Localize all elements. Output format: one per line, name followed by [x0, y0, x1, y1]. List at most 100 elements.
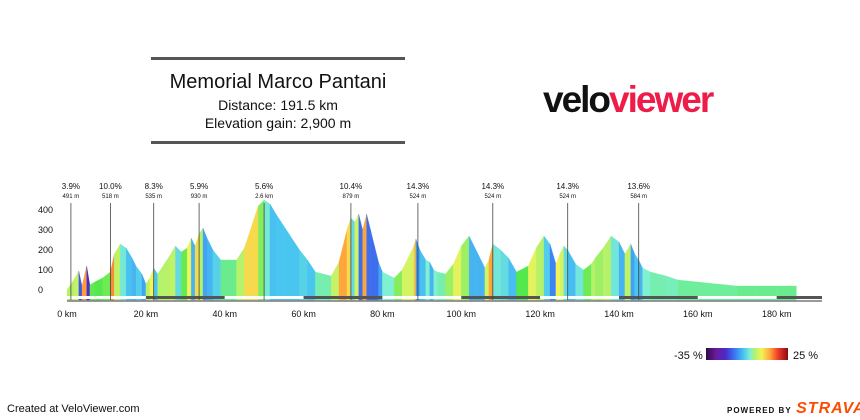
- km-scale-band: [619, 296, 698, 299]
- profile-segment: [78, 270, 83, 301]
- logo-velo-text: velo: [543, 79, 611, 120]
- powered-by-strava[interactable]: POWERED BY STRAVA: [727, 400, 860, 418]
- logo-viewer-text: viewer: [609, 79, 714, 120]
- profile-segment: [338, 245, 344, 301]
- y-tick-label: 0: [38, 285, 43, 295]
- profile-segment: [618, 241, 626, 301]
- profile-segment: [370, 229, 375, 301]
- profile-segment: [291, 237, 300, 301]
- profile-segment: [559, 245, 564, 301]
- profile-segment: [283, 225, 292, 301]
- x-tick-label: 20 km: [134, 309, 159, 319]
- profile-segment: [398, 269, 403, 301]
- veloviewer-logo[interactable]: veloviewer: [543, 79, 714, 120]
- profile-segment: [331, 261, 340, 301]
- profile-segment: [181, 247, 188, 301]
- profile-segment: [642, 267, 651, 301]
- profile-segment: [202, 227, 208, 301]
- climb-gradient-label: 13.6%: [627, 182, 650, 191]
- climb-elevation-label: 584 m: [630, 194, 647, 200]
- profile-segment: [258, 199, 265, 301]
- x-tick-label: 140 km: [604, 309, 634, 319]
- profile-segment: [212, 249, 221, 301]
- profile-segment: [74, 270, 79, 301]
- profile-segment: [194, 233, 200, 301]
- profile-segment: [595, 247, 604, 301]
- climb-elevation-label: 2.6 km: [255, 194, 273, 200]
- climb-gradient-label: 14.3%: [481, 182, 504, 191]
- profile-segment: [484, 259, 490, 301]
- x-tick-label: 80 km: [370, 309, 395, 319]
- profile-segment: [492, 243, 501, 301]
- profile-segment: [366, 213, 371, 301]
- climb-elevation-label: 930 m: [191, 194, 208, 200]
- y-tick-label: 100: [38, 265, 53, 275]
- strava-logo: STRAVA: [796, 400, 860, 417]
- profile-segment: [175, 245, 182, 301]
- climb-gradient-label: 14.3%: [556, 182, 579, 191]
- profile-segment: [187, 237, 192, 301]
- profile-segment: [516, 265, 529, 301]
- profile-segment: [275, 213, 284, 301]
- profile-segment: [528, 247, 537, 301]
- profile-segment: [453, 245, 462, 301]
- profile-segment: [382, 271, 387, 301]
- profile-segment: [358, 213, 363, 301]
- powered-by-label: POWERED BY: [727, 406, 792, 415]
- profile-segment: [468, 235, 476, 301]
- km-scale-band: [67, 296, 146, 299]
- x-tick-label: 120 km: [525, 309, 555, 319]
- profile-segment: [346, 217, 352, 301]
- profile-segment: [555, 253, 560, 301]
- profile-segment: [191, 237, 196, 301]
- profile-segment: [169, 245, 176, 301]
- climb-gradient-label: 3.9%: [62, 182, 80, 191]
- profile-segment: [157, 261, 166, 301]
- km-scale-band: [697, 296, 777, 299]
- profile-segment: [461, 235, 470, 301]
- climb-elevation-label: 518 m: [102, 194, 119, 200]
- profile-segment: [252, 205, 259, 301]
- profile-segment: [445, 263, 454, 301]
- profile-segment: [433, 269, 438, 301]
- profile-segment: [401, 253, 411, 301]
- profile-segment: [575, 263, 584, 301]
- profile-segment: [120, 243, 127, 301]
- x-tick-label: 100 km: [447, 309, 477, 319]
- profile-segment: [110, 253, 115, 301]
- profile-segment: [135, 265, 143, 301]
- profile-segment: [299, 249, 308, 301]
- profile-segment: [638, 259, 643, 301]
- profile-segment: [153, 267, 158, 301]
- profile-segment: [244, 223, 253, 301]
- gradient-legend-min: -35 %: [674, 350, 703, 362]
- climb-gradient-label: 10.4%: [340, 182, 363, 191]
- profile-segment: [236, 247, 245, 301]
- profile-segment: [536, 235, 545, 301]
- gradient-legend-max: 25 %: [793, 350, 819, 362]
- profile-segment: [81, 265, 87, 301]
- profile-segment: [583, 263, 592, 301]
- footer-credit[interactable]: Created at VeloViewer.com: [7, 403, 140, 415]
- y-tick-label: 300: [38, 225, 53, 235]
- profile-segment: [409, 245, 415, 301]
- profile-segment: [131, 257, 137, 301]
- profile-segment: [102, 271, 111, 301]
- profile-segment: [480, 259, 486, 301]
- profile-segment: [429, 261, 434, 301]
- profile-segment: [263, 199, 271, 301]
- profile-segment: [165, 255, 170, 301]
- climb-elevation-label: 524 m: [484, 194, 501, 200]
- profile-segment: [567, 249, 576, 301]
- climb-gradient-label: 10.0%: [99, 182, 122, 191]
- km-scale-band: [382, 296, 462, 299]
- route-title: Memorial Marco Pantani: [169, 71, 387, 93]
- climb-elevation-label: 524 m: [559, 194, 576, 200]
- km-scale-band: [540, 296, 619, 299]
- profile-segment: [220, 259, 229, 301]
- profile-segment: [413, 238, 417, 301]
- profile-segment: [228, 259, 237, 301]
- profile-segment: [362, 213, 367, 301]
- profile-segment: [354, 213, 359, 301]
- y-tick-label: 200: [38, 245, 53, 255]
